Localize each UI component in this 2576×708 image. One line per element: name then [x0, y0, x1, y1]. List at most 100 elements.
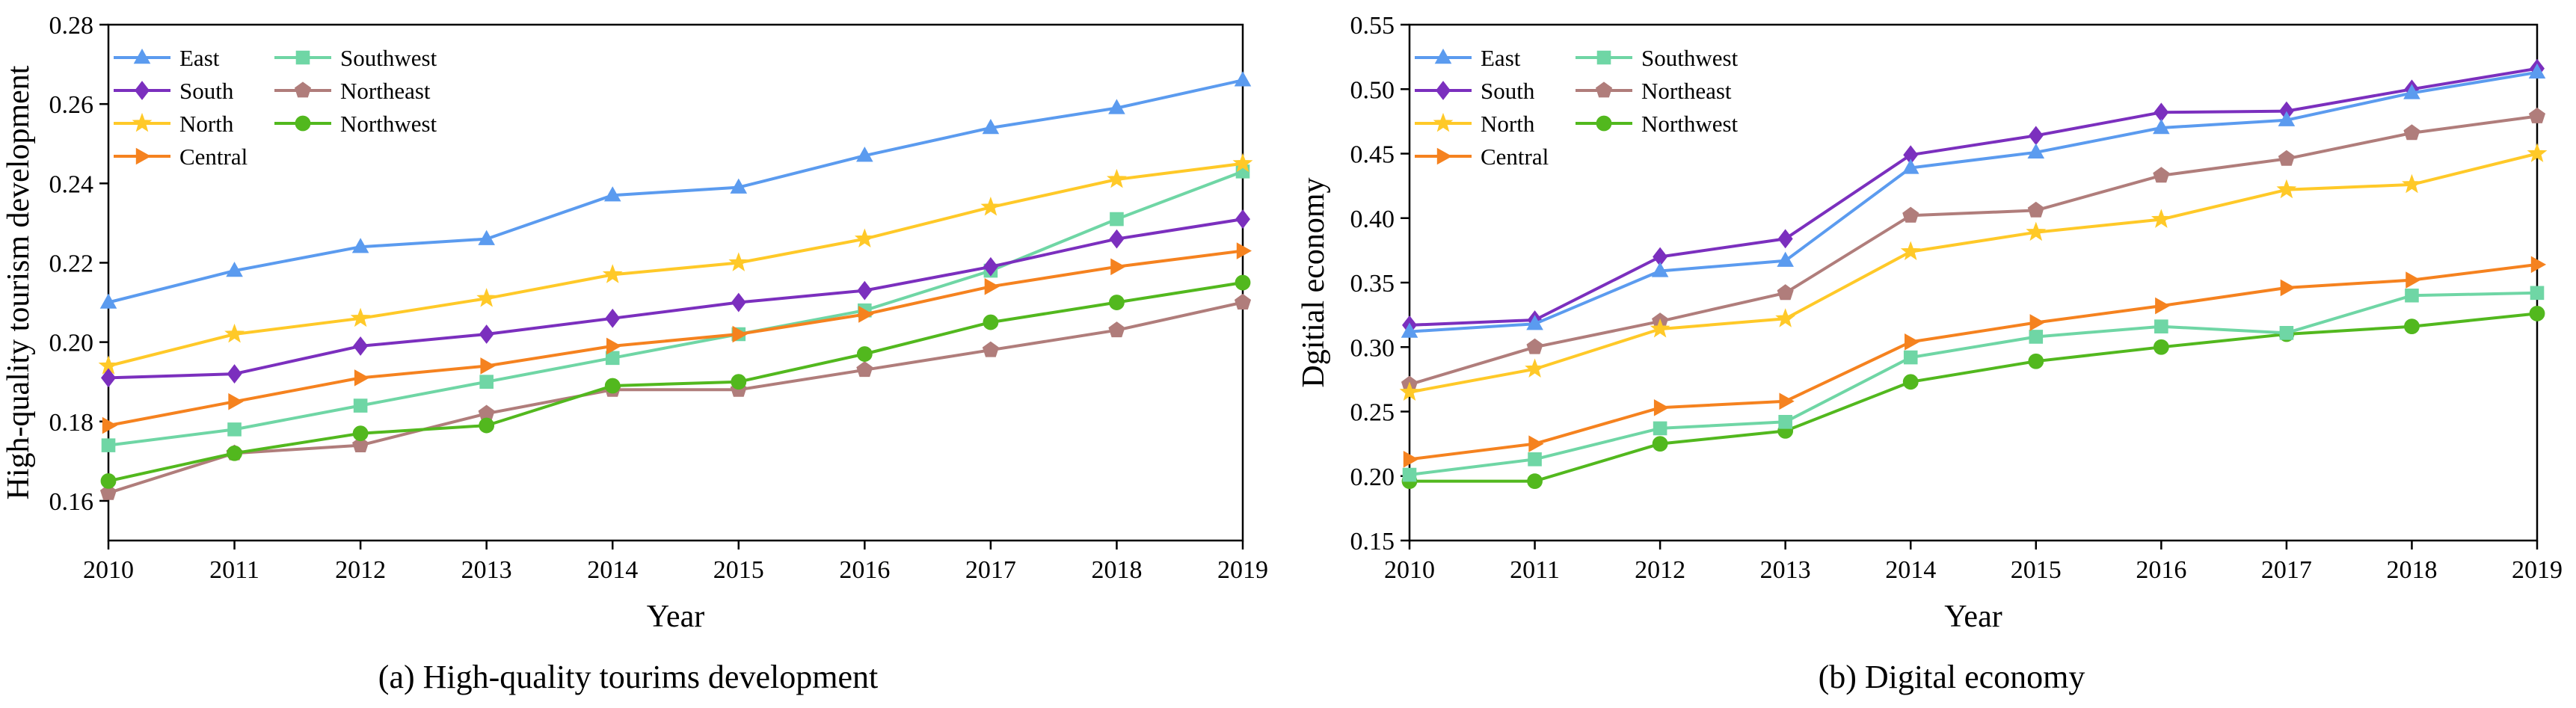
y-axis-label: High-quality tourism development [1, 65, 36, 499]
data-point-south [1777, 229, 1793, 249]
x-tick-label: 2017 [2261, 556, 2312, 584]
data-point-south [479, 324, 494, 344]
data-point-east [1777, 251, 1794, 267]
data-point-northwest [352, 425, 369, 442]
data-point-east [2278, 111, 2296, 126]
data-point-south [101, 368, 116, 388]
data-point-central [1905, 333, 1920, 351]
data-point-central [354, 369, 370, 387]
data-point-south [983, 256, 998, 277]
data-point-southwest [605, 351, 620, 366]
legend-marker-central [1436, 147, 1453, 165]
data-point-east [856, 147, 873, 162]
legend-marker-north [132, 112, 153, 132]
data-point-southwest [1528, 452, 1542, 467]
data-point-southwest [2029, 330, 2044, 344]
data-point-north [2402, 173, 2422, 194]
data-point-north [2026, 221, 2047, 241]
legend-entry-southwest: Southwest [274, 45, 437, 71]
series-line-northwest [1410, 312, 2538, 483]
data-point-north [1525, 358, 1545, 378]
y-tick-label: 0.20 [1350, 464, 1395, 491]
series-line-southwest [1409, 291, 2538, 476]
data-point-central [2280, 279, 2296, 297]
x-tick-label: 2015 [713, 556, 764, 584]
data-point-southwest [1110, 212, 1124, 227]
legend-entry-south: South [114, 78, 234, 104]
data-point-northeast [2528, 107, 2546, 123]
x-tick-label: 2015 [2011, 556, 2062, 584]
data-point-northeast [1234, 293, 1252, 310]
legend-entry-central: Central [114, 144, 248, 170]
legend-label: East [1481, 45, 1521, 71]
x-tick-label: 2019 [2512, 556, 2563, 584]
data-point-northeast [1902, 206, 1919, 223]
legend-marker-east [1434, 48, 1452, 64]
y-tick-label: 0.35 [1350, 270, 1395, 298]
data-point-south [2028, 126, 2044, 146]
series-line-northeast [108, 301, 1244, 495]
series-line-northwest [108, 281, 1244, 483]
legend-marker-central [135, 147, 152, 165]
legend-label: East [179, 45, 220, 71]
data-point-northeast [99, 484, 117, 500]
data-point-east [1526, 315, 1543, 330]
series-north [1399, 143, 2548, 401]
legend-label: Northeast [1641, 78, 1732, 104]
y-tick-label: 0.18 [49, 409, 94, 437]
data-point-central [984, 278, 1000, 295]
data-point-south [731, 292, 746, 313]
series-northeast [1401, 107, 2546, 392]
panel-a: 2010 2011 2012 2013 2014 2015 2016 2017 2018 2019… [1, 12, 1268, 634]
data-point-north [224, 323, 245, 343]
legend-marker-north [1433, 112, 1454, 132]
data-point-east [1651, 262, 1669, 277]
series-north [98, 153, 1253, 375]
x-tick-label: 2016 [839, 556, 890, 584]
data-point-southwest [2154, 319, 2168, 333]
data-point-northeast [2403, 124, 2420, 141]
y-tick-label: 0.40 [1350, 206, 1395, 233]
data-point-south [2154, 102, 2169, 123]
y-tick-label: 0.26 [49, 91, 94, 119]
y-tick-label: 0.28 [49, 12, 94, 40]
data-point-east [478, 230, 495, 245]
x-tick-label: 2014 [587, 556, 638, 584]
data-point-east [2403, 84, 2420, 99]
data-point-east [351, 238, 369, 253]
x-axis-label: Year [1944, 600, 2002, 634]
data-point-northwest [1235, 274, 1251, 291]
data-point-northwest [1652, 436, 1668, 452]
y-axis-label: Dgitial economy [1297, 177, 1331, 387]
legend-label: South [179, 78, 234, 104]
data-point-northeast [1526, 338, 1543, 354]
data-point-southwest [227, 422, 242, 437]
series-south [101, 209, 1250, 388]
data-point-central [228, 393, 244, 410]
series-line-central [108, 249, 1244, 428]
data-point-southwest [479, 375, 494, 389]
series-line-north [108, 161, 1244, 368]
data-point-south [605, 308, 621, 328]
data-point-northwest [479, 417, 495, 434]
x-tick-label: 2010 [83, 556, 134, 584]
data-point-south [857, 280, 873, 301]
data-point-east [1902, 158, 1919, 174]
data-point-north [2527, 143, 2548, 162]
y-tick-label: 0.45 [1350, 141, 1395, 169]
legend-label: Central [1481, 144, 1549, 170]
data-point-central [858, 306, 874, 323]
legend: East South North Central Southwest Northeast N… [114, 45, 437, 170]
data-point-north [1232, 153, 1253, 173]
data-point-southwest [2279, 325, 2294, 340]
series-line-northeast [1409, 114, 2538, 387]
data-point-east [2528, 63, 2546, 79]
data-point-central [606, 337, 622, 355]
legend-marker-southwest [295, 50, 310, 65]
legend-label: Southwest [340, 45, 437, 71]
data-point-north [1107, 168, 1127, 188]
data-point-east [1108, 99, 1125, 114]
data-point-northeast [2278, 150, 2295, 166]
data-point-central [1403, 451, 1419, 468]
